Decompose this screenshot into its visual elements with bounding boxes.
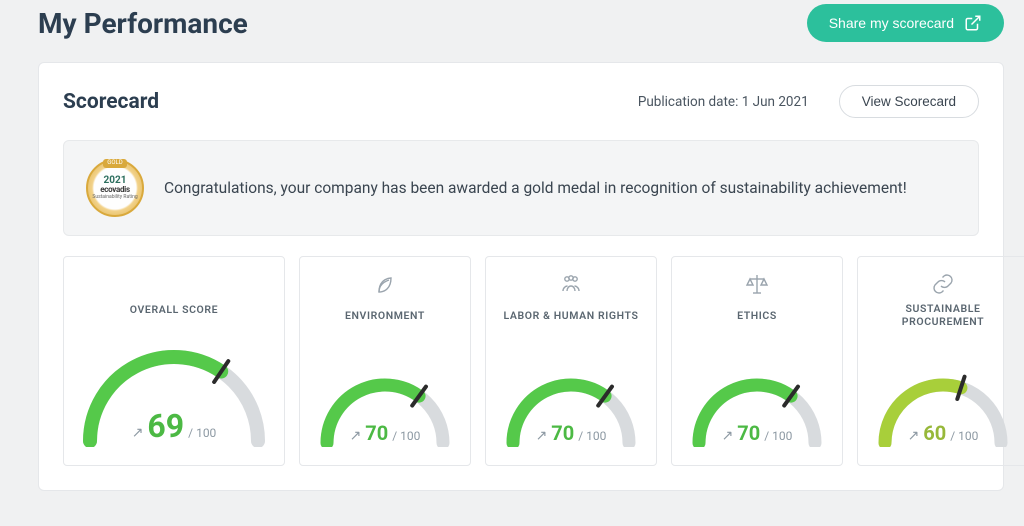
gauge-max: / 100 [392,429,420,443]
scale-icon [745,271,769,297]
trend-up-icon: ↗ [132,425,144,441]
gauge-card-environment[interactable]: ENVIRONMENT ↗ 70 / 100 [299,256,471,466]
trend-up-icon: ↗ [722,428,734,444]
leaf-icon [373,271,397,297]
gauge-label: SUSTAINABLE PROCUREMENT [868,303,1018,329]
page-title: My Performance [38,7,248,40]
congrats-banner: 2021 ecovadis Sustainability Rating Cong… [63,140,979,236]
gauge-label: ETHICS [737,303,777,329]
gauge-score: 70 [737,421,760,445]
gauge-label: OVERALL SCORE [130,297,218,323]
gauge-score: 70 [365,421,388,445]
share-icon [964,14,982,32]
gauge-card-overall[interactable]: OVERALL SCORE ↗ 69 / 100 [63,256,285,466]
gauge-card-procurement[interactable]: SUSTAINABLE PROCUREMENT ↗ 60 / 100 [857,256,1024,466]
people-icon [559,271,583,297]
gauge-max: / 100 [950,429,978,443]
gauge-score: 70 [551,421,574,445]
gauge-label: LABOR & HUMAN RIGHTS [504,303,639,329]
gauges-row: OVERALL SCORE ↗ 69 / 100 ENVIRONMENT ↗ [63,256,979,466]
trend-up-icon: ↗ [350,428,362,444]
scorecard-card: Scorecard Publication date: 1 Jun 2021 V… [38,62,1004,491]
gauge-score: 60 [923,421,946,445]
gauge-score: 69 [147,407,184,445]
view-scorecard-button[interactable]: View Scorecard [839,85,979,118]
congrats-text: Congratulations, your company has been a… [164,177,907,199]
share-scorecard-button[interactable]: Share my scorecard [807,4,1004,42]
gauge-max: / 100 [764,429,792,443]
publication-date: Publication date: 1 Jun 2021 [638,94,809,110]
trend-up-icon: ↗ [908,428,920,444]
link-icon [931,271,955,297]
scorecard-title: Scorecard [63,90,159,114]
gauge-max: / 100 [188,426,216,440]
gauge-label: ENVIRONMENT [345,303,425,329]
gold-medal-icon: 2021 ecovadis Sustainability Rating [86,159,144,217]
share-label: Share my scorecard [829,15,954,31]
trend-up-icon: ↗ [536,428,548,444]
gauge-card-ethics[interactable]: ETHICS ↗ 70 / 100 [671,256,843,466]
gauge-card-labor[interactable]: LABOR & HUMAN RIGHTS ↗ 70 / 100 [485,256,657,466]
gauge-max: / 100 [578,429,606,443]
